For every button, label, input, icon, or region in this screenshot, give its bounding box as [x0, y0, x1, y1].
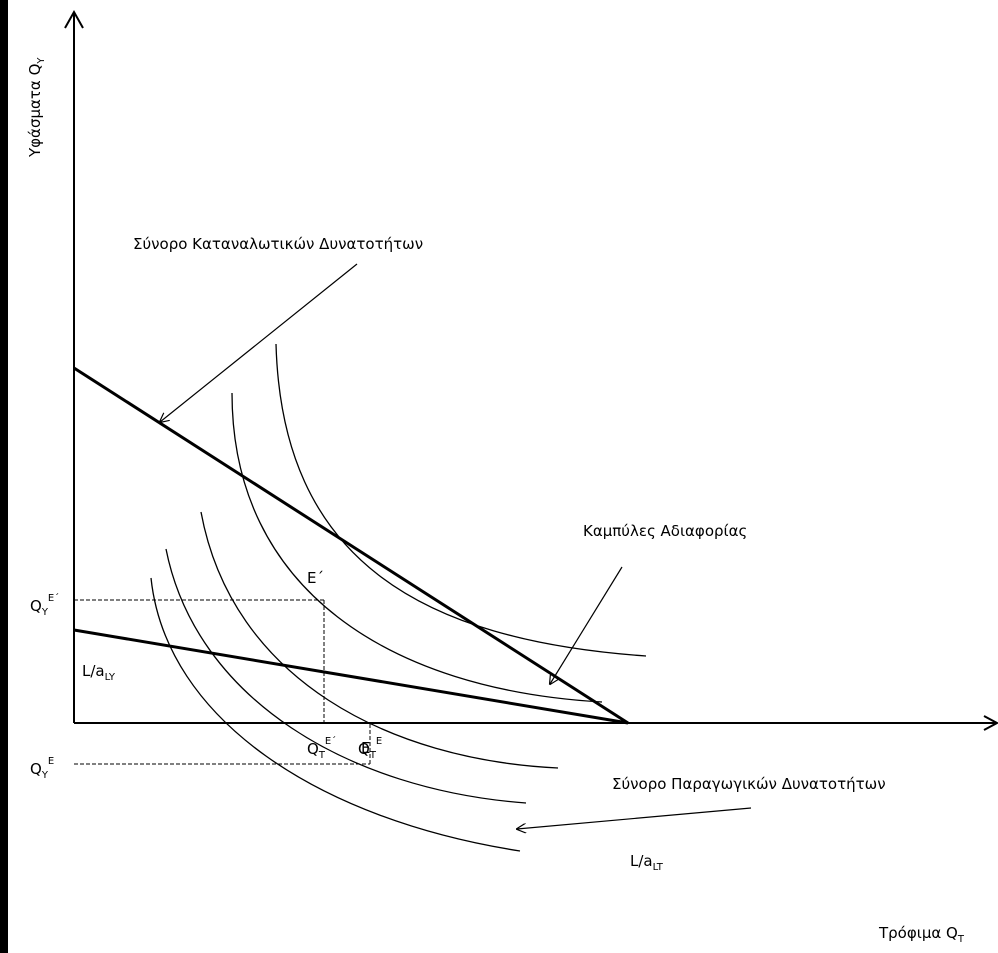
x-axis-label: Τρόφιμα QT — [878, 924, 965, 945]
indifference-curve-3 — [200, 511, 559, 769]
consumption-frontier-line — [73, 366, 629, 725]
consumption-frontier-arrow — [160, 263, 358, 422]
indifference-curves — [150, 343, 647, 852]
qt-e-label: QTE — [358, 736, 382, 761]
indifference-curves-arrow — [550, 566, 623, 684]
point-e-prime-label: E΄ — [307, 569, 324, 587]
production-frontier-label: Σύνορο Παραγωγικών Δυνατοτήτων — [612, 775, 886, 793]
point-e-label: E — [361, 739, 370, 757]
canvas-background — [8, 0, 998, 953]
indifference-curve-4 — [165, 548, 527, 804]
indifference-curve-5 — [150, 577, 521, 852]
indifference-curve-1 — [275, 343, 647, 657]
production-frontier-arrow — [517, 807, 752, 829]
production-frontier-line — [73, 628, 629, 725]
qy-e-label: QYE — [30, 756, 54, 781]
qy-e-prime-label: QYE΄ — [30, 592, 59, 618]
indifference-curve-2 — [231, 392, 603, 703]
l-aly-label: L/aLY — [82, 662, 116, 683]
y-axis-label: Υφάσματα QY — [26, 57, 47, 158]
l-alt-label: L/aLT — [630, 852, 664, 873]
dashed-guides — [74, 599, 371, 765]
consumption-frontier-label: Σύνορο Καταναλωτικών Δυνατοτήτων — [133, 235, 423, 253]
y-axis-arrow-icon — [64, 9, 84, 29]
indifference-curves-label: Καμπύλες Αδιαφορίας — [583, 522, 747, 540]
x-axis-arrow-icon — [983, 715, 998, 731]
qt-e-prime-label: QTE΄ — [307, 735, 336, 761]
